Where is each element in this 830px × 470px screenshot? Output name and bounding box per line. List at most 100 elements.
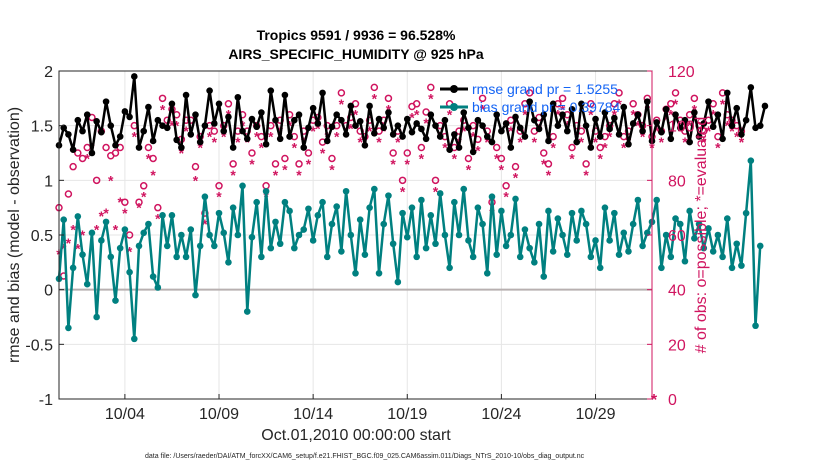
bias-point	[498, 207, 505, 215]
rmse-point	[192, 111, 199, 119]
rmse-point	[761, 102, 769, 110]
obs-evaluated-point: *	[739, 134, 745, 150]
bias-point	[309, 237, 317, 244]
rmse-point	[691, 109, 698, 116]
rmse-point	[375, 115, 383, 123]
rmse-point	[145, 103, 152, 111]
obs-evaluated-point: *	[287, 118, 293, 134]
rmse-point	[112, 142, 119, 149]
rmse-point	[131, 73, 138, 80]
rmse-point	[662, 105, 670, 113]
bias-point	[347, 231, 355, 239]
obs-evaluated-point: *	[108, 172, 114, 188]
bias-point	[686, 207, 693, 215]
obs-evaluated-point: *	[583, 167, 589, 183]
obs-evaluated-point: *	[555, 107, 561, 123]
bias-point	[107, 253, 115, 261]
obs-evaluated-point: *	[254, 129, 260, 145]
obs-evaluated-point: *	[183, 123, 189, 139]
x-tick-label: 10/04	[105, 406, 145, 423]
rmse-point	[592, 115, 599, 123]
bias-point	[469, 253, 477, 261]
bias-point	[535, 220, 543, 228]
rmse-point	[479, 122, 486, 129]
bias-line	[57, 159, 762, 341]
bias-point	[314, 212, 322, 219]
rmse-point	[394, 122, 402, 129]
obs-evaluated-point: *	[75, 241, 81, 257]
obs-evaluated-point: *	[569, 150, 575, 166]
rmse-point	[281, 91, 289, 99]
y-left-tick-label: 2	[44, 64, 53, 81]
rmse-point	[526, 98, 533, 105]
rmse-point	[709, 123, 717, 131]
obs-evaluated-point: *	[376, 134, 382, 150]
rmse-point	[93, 117, 100, 125]
y-right-tick-label: 60	[668, 228, 686, 245]
bias-point	[587, 253, 595, 261]
rmse-point	[60, 124, 68, 132]
bias-point	[596, 264, 604, 272]
obs-evaluated-point: *	[602, 140, 608, 156]
obs-possible-point	[464, 154, 473, 163]
bias-point	[272, 218, 279, 226]
y-right-tick-label: 20	[668, 337, 686, 354]
y-left-tick-label: 1.5	[31, 119, 53, 136]
obs-possible-point	[78, 154, 87, 163]
bias-point	[220, 229, 228, 237]
rmse-point	[338, 116, 345, 124]
obs-evaluated-point: *	[517, 134, 523, 150]
obs-possible-point	[144, 143, 153, 152]
bias-point	[479, 220, 486, 228]
obs-evaluated-point: *	[461, 123, 467, 139]
obs-evaluated-point: *	[282, 161, 288, 177]
obs-evaluated-point: *	[635, 118, 641, 134]
rmse-point	[267, 87, 275, 94]
obs-possible-point	[102, 143, 110, 152]
obs-possible-point	[74, 149, 82, 157]
bias-point	[691, 234, 698, 242]
obs-evaluated-point: *	[428, 90, 434, 106]
rmse-point	[413, 120, 420, 127]
bias-point	[554, 215, 562, 222]
rmse-point	[676, 124, 684, 132]
bias-point	[93, 313, 100, 321]
legend-bias-marker	[450, 103, 458, 111]
obs-evaluated-point: *	[357, 134, 363, 150]
x-tick-label: 10/29	[576, 406, 616, 423]
bias-point	[74, 213, 82, 220]
rmse-point	[606, 125, 613, 133]
obs-possible-point	[502, 182, 510, 190]
rmse-point	[333, 111, 340, 119]
rmse-point	[126, 113, 133, 121]
bias-point	[375, 269, 383, 277]
obs-evaluated-point: *	[654, 123, 660, 139]
obs-possible-point	[615, 89, 623, 97]
rmse-point	[88, 149, 96, 157]
obs-possible-point	[417, 143, 426, 152]
obs-axis-marker: *	[651, 392, 658, 409]
rmse-point	[573, 138, 580, 146]
obs-evaluated-point: *	[405, 156, 411, 172]
rmse-point	[705, 98, 712, 105]
bias-point	[455, 231, 463, 239]
bias-point	[667, 253, 675, 261]
y-left-tick-label: -0.5	[25, 337, 53, 354]
rmse-point	[319, 89, 326, 97]
obs-evaluated-point: *	[433, 183, 439, 199]
bias-point	[328, 220, 336, 228]
bias-point	[389, 240, 397, 248]
obs-evaluated-point: *	[598, 150, 604, 166]
bias-point	[408, 204, 416, 211]
rmse-point	[451, 131, 458, 138]
rmse-point	[559, 111, 566, 119]
bias-point	[385, 192, 392, 199]
rmse-point	[399, 133, 406, 140]
obs-possible-point	[69, 162, 77, 171]
rmse-point	[356, 117, 364, 125]
obs-evaluated-point: *	[329, 161, 335, 177]
bias-point	[728, 264, 736, 272]
rmse-point	[658, 128, 665, 136]
obs-evaluated-point: *	[207, 129, 213, 145]
bias-point	[60, 216, 68, 223]
